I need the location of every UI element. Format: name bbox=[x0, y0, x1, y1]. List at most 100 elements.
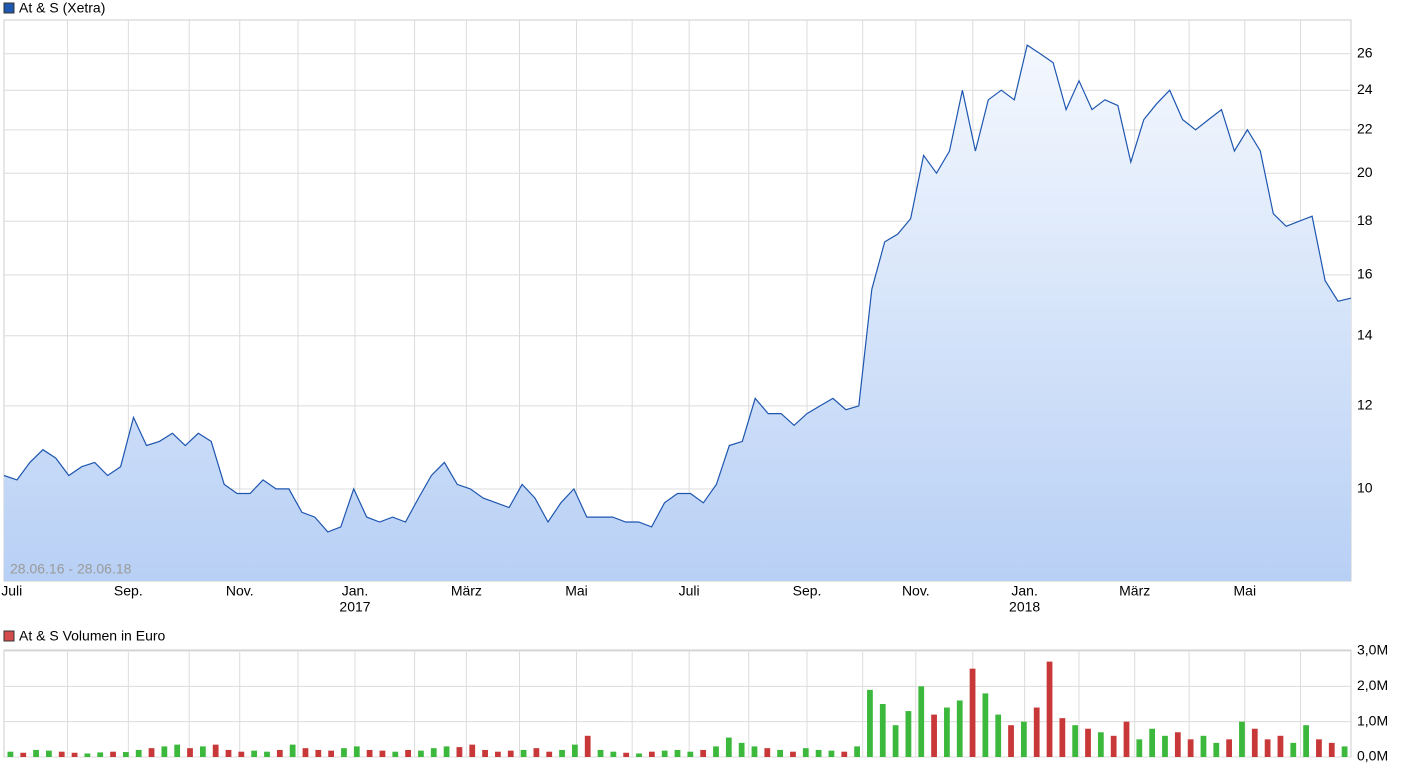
legend-swatch bbox=[3, 630, 15, 642]
y-tick-label: 1,0M bbox=[1357, 712, 1388, 728]
volume-bar bbox=[764, 748, 771, 757]
volume-bar bbox=[956, 700, 963, 757]
range-label: 28.06.16 - 28.06.18 bbox=[10, 561, 132, 577]
volume-bar bbox=[867, 689, 873, 757]
volume-bar bbox=[7, 751, 14, 757]
volume-bar bbox=[751, 746, 758, 757]
volume-bar bbox=[790, 751, 796, 757]
volume-bar bbox=[879, 704, 886, 757]
volume-bar bbox=[225, 749, 232, 757]
x-tick-label: Sep. bbox=[793, 583, 822, 599]
volume-bar bbox=[1187, 739, 1194, 757]
volume-bar bbox=[187, 748, 193, 757]
volume-bar bbox=[1162, 735, 1168, 757]
price-area bbox=[4, 45, 1351, 582]
volume-plot bbox=[3, 649, 1352, 758]
volume-bar bbox=[1290, 742, 1297, 757]
volume-bar bbox=[918, 686, 925, 757]
legend-label: At & S (Xetra) bbox=[19, 0, 105, 16]
volume-bar bbox=[1020, 721, 1027, 757]
volume-bar bbox=[122, 752, 129, 757]
volume-bar bbox=[315, 749, 322, 757]
volume-bar bbox=[687, 751, 694, 757]
volume-bar bbox=[802, 748, 809, 757]
y-tick-label: 26 bbox=[1357, 44, 1373, 60]
volume-bar bbox=[546, 751, 553, 757]
volume-bar bbox=[1316, 739, 1322, 757]
volume-bar bbox=[661, 750, 668, 757]
volume-bar bbox=[995, 714, 1002, 757]
x-tick-label: Jan. bbox=[1011, 583, 1037, 599]
y-tick-label: 18 bbox=[1357, 212, 1373, 228]
volume-bar bbox=[1072, 725, 1079, 757]
volume-bar bbox=[507, 750, 514, 757]
y-tick-label: 20 bbox=[1357, 164, 1373, 180]
x-tick-label: Juli bbox=[679, 583, 700, 599]
volume-bar bbox=[892, 725, 899, 757]
volume-bar bbox=[610, 751, 617, 757]
volume-bar bbox=[725, 737, 732, 757]
volume-bar bbox=[328, 750, 335, 757]
volume-bar bbox=[1097, 732, 1104, 757]
legend-label: At & S Volumen in Euro bbox=[19, 628, 166, 644]
volume-bar bbox=[674, 749, 681, 757]
volume-bar bbox=[482, 749, 488, 757]
volume-bar bbox=[443, 746, 450, 757]
volume-bar bbox=[1033, 707, 1040, 757]
volume-bar bbox=[1046, 661, 1053, 757]
volume-bar bbox=[1251, 728, 1258, 757]
volume-bar bbox=[1264, 739, 1271, 757]
year-label: 2017 bbox=[339, 599, 370, 615]
x-tick-label: Jan. bbox=[342, 583, 368, 599]
volume-bar bbox=[1277, 735, 1284, 757]
y-tick-label: 3,0M bbox=[1357, 642, 1388, 658]
volume-bar bbox=[430, 748, 437, 757]
volume-bar bbox=[84, 753, 91, 757]
x-tick-label: März bbox=[451, 583, 482, 599]
volume-bar bbox=[161, 746, 168, 757]
x-tick-label: Mai bbox=[565, 583, 588, 599]
y-tick-label: 16 bbox=[1357, 266, 1373, 282]
volume-bar bbox=[392, 751, 399, 757]
y-tick-label: 12 bbox=[1357, 397, 1373, 413]
volume-bar bbox=[405, 749, 411, 757]
volume-bar bbox=[584, 735, 591, 757]
volume-bar bbox=[969, 668, 976, 757]
volume-bar bbox=[623, 752, 630, 757]
volume-bar bbox=[1110, 735, 1117, 757]
volume-bar bbox=[366, 749, 373, 757]
y-tick-label: 22 bbox=[1357, 121, 1373, 137]
volume-bar bbox=[1213, 742, 1220, 757]
volume-bar bbox=[289, 744, 296, 757]
legend-swatch bbox=[3, 2, 15, 14]
volume-bar bbox=[982, 693, 989, 757]
volume-bar bbox=[1059, 718, 1066, 757]
volume-bar bbox=[199, 746, 206, 757]
volume-bar bbox=[148, 748, 155, 757]
volume-bar bbox=[905, 711, 912, 757]
volume-bar bbox=[20, 752, 27, 757]
volume-bar bbox=[495, 751, 501, 757]
x-tick-label: Mai bbox=[1234, 583, 1257, 599]
volume-bar bbox=[533, 748, 540, 757]
volume-bar bbox=[841, 751, 848, 757]
volume-bar bbox=[418, 750, 424, 757]
volume-bar bbox=[1123, 721, 1130, 757]
volume-bar bbox=[1136, 739, 1143, 757]
volume-bar bbox=[264, 751, 270, 757]
y-tick-label: 2,0M bbox=[1357, 677, 1388, 693]
volume-bar bbox=[212, 744, 219, 757]
volume-bar bbox=[379, 750, 386, 757]
volume-bar bbox=[648, 751, 655, 757]
volume-bar bbox=[738, 742, 745, 757]
volume-bar bbox=[1085, 728, 1091, 757]
volume-bar bbox=[456, 747, 463, 757]
volume-bar bbox=[174, 744, 181, 757]
volume-bar bbox=[46, 750, 52, 757]
volume-bar bbox=[33, 749, 39, 757]
volume-bar bbox=[238, 751, 245, 757]
volume-bar bbox=[520, 749, 527, 757]
volume-bar bbox=[251, 750, 258, 757]
volume-bar bbox=[135, 749, 142, 757]
volume-bar bbox=[71, 752, 78, 757]
